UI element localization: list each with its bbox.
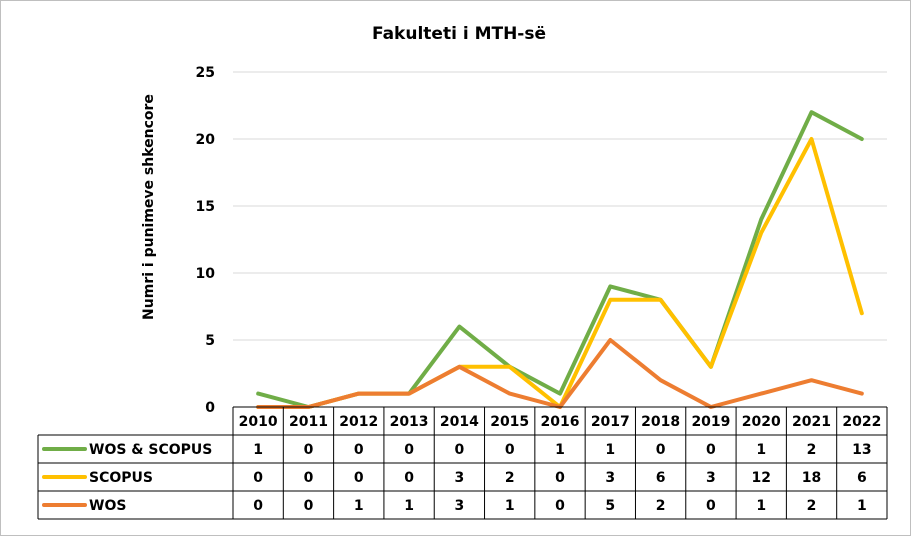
table-cell-scopus-2022: 6 — [857, 470, 867, 486]
x-tick-label-2018: 2018 — [641, 414, 680, 430]
x-tick-label-2022: 2022 — [842, 414, 881, 430]
x-tick-label-2021: 2021 — [792, 414, 831, 430]
table-cell-scopus-2019: 3 — [706, 470, 716, 486]
table-cell-wos-scopus-2019: 0 — [706, 442, 716, 458]
x-tick-label-2016: 2016 — [541, 414, 580, 430]
table-cell-wos-2012: 1 — [354, 498, 364, 514]
table-cell-scopus-2017: 3 — [605, 470, 615, 486]
x-tick-label-2011: 2011 — [289, 414, 328, 430]
table-cell-wos-2015: 1 — [505, 498, 515, 514]
table-cell-wos-2018: 2 — [656, 498, 666, 514]
series-lines — [256, 110, 864, 409]
x-tick-label-2017: 2017 — [591, 414, 630, 430]
table-cell-wos-scopus-2020: 1 — [756, 442, 766, 458]
table-cell-wos-scopus-2016: 1 — [555, 442, 565, 458]
table-cell-wos-2016: 0 — [555, 498, 565, 514]
table-cell-wos-2011: 0 — [304, 498, 314, 514]
legend-label-scopus: SCOPUS — [89, 470, 153, 486]
table-cell-wos-scopus-2017: 1 — [605, 442, 615, 458]
table-cell-wos-2014: 3 — [455, 498, 465, 514]
x-tick-label-2013: 2013 — [390, 414, 429, 430]
y-axis-ticks: 0 5 10 15 20 25 — [196, 65, 216, 416]
table-cell-wos-scopus-2010: 1 — [253, 442, 263, 458]
x-tick-label-2010: 2010 — [239, 414, 278, 430]
table-cell-scopus-2010: 0 — [253, 470, 263, 486]
y-tick-label-5: 5 — [205, 333, 215, 349]
x-tick-label-2014: 2014 — [440, 414, 479, 430]
y-tick-label-15: 15 — [196, 199, 215, 215]
table-cell-scopus-2021: 18 — [802, 470, 821, 486]
table-cell-scopus-2018: 6 — [656, 470, 666, 486]
table-cell-wos-scopus-2022: 13 — [852, 442, 871, 458]
table-cell-scopus-2011: 0 — [304, 470, 314, 486]
y-tick-label-10: 10 — [196, 266, 216, 282]
legend-label-wos: WOS — [89, 498, 126, 514]
x-tick-label-2012: 2012 — [339, 414, 378, 430]
table-cell-wos-scopus-2013: 0 — [404, 442, 414, 458]
series-line-wos — [256, 338, 864, 409]
y-tick-label-20: 20 — [196, 132, 216, 148]
x-tick-label-2015: 2015 — [490, 414, 529, 430]
table-cell-wos-scopus-2018: 0 — [656, 442, 666, 458]
x-tick-label-2020: 2020 — [742, 414, 781, 430]
table-cell-wos-2010: 0 — [253, 498, 263, 514]
table-cell-wos-scopus-2015: 0 — [505, 442, 515, 458]
table-cell-scopus-2015: 2 — [505, 470, 515, 486]
x-tick-label-2019: 2019 — [691, 414, 730, 430]
table-cell-scopus-2020: 12 — [751, 470, 770, 486]
y-tick-label-0: 0 — [205, 400, 215, 416]
y-tick-label-25: 25 — [196, 65, 215, 81]
table-cell-scopus-2013: 0 — [404, 470, 414, 486]
series-line-wos-scopus — [256, 110, 864, 409]
table-cell-scopus-2014: 3 — [455, 470, 465, 486]
grid-layer — [233, 71, 887, 408]
table-cell-scopus-2016: 0 — [555, 470, 565, 486]
table-cell-wos-2013: 1 — [404, 498, 414, 514]
data-table: 2010 2011 2012 2013 2014 2015 2016 2017 2018 2019… — [37, 406, 888, 520]
chart-title: Fakulteti i MTH-së — [372, 24, 546, 44]
table-cell-wos-scopus-2014: 0 — [455, 442, 465, 458]
table-cell-wos-scopus-2011: 0 — [304, 442, 314, 458]
table-cell-wos-scopus-2021: 2 — [807, 442, 817, 458]
table-cell-wos-2019: 0 — [706, 498, 716, 514]
table-cell-wos-2022: 1 — [857, 498, 867, 514]
table-cell-wos-2020: 1 — [756, 498, 766, 514]
table-cell-scopus-2012: 0 — [354, 470, 364, 486]
legend-label-wos-scopus: WOS & SCOPUS — [89, 442, 212, 458]
table-cell-wos-2017: 5 — [605, 498, 615, 514]
table-cell-wos-2021: 2 — [807, 498, 817, 514]
table-cell-wos-scopus-2012: 0 — [354, 442, 364, 458]
y-axis-label: Numri i punimeve shkencore — [141, 94, 157, 320]
